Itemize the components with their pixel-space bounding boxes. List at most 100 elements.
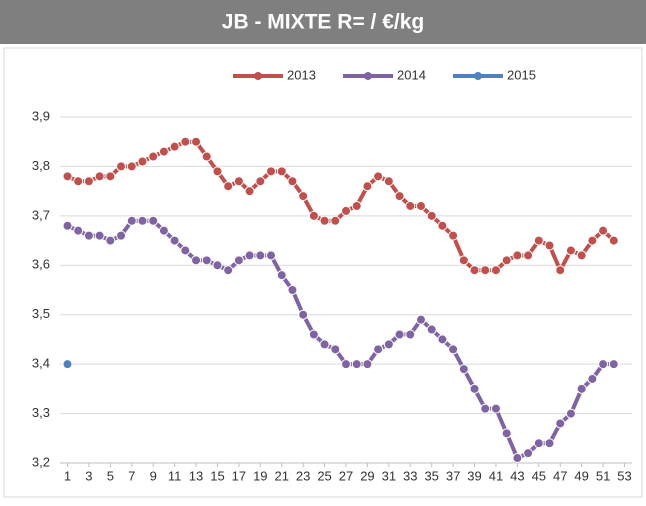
legend-label: 2015 [507,67,536,82]
data-point [405,329,416,340]
data-point [383,339,394,350]
data-point [191,136,202,147]
x-tick-label: 23 [296,468,310,483]
data-point [501,428,512,439]
data-point [62,220,73,231]
data-point [341,359,351,370]
data-point [523,448,534,459]
data-point [244,250,255,261]
x-tick-label: 29 [360,468,374,483]
data-point [501,255,512,266]
data-point [137,156,148,167]
data-point [148,151,159,162]
data-point [351,200,362,211]
data-point [191,255,202,266]
data-point [62,359,73,370]
data-point [298,191,309,202]
data-point [437,334,448,345]
data-point [223,265,234,276]
data-point [83,230,94,241]
data-point [308,210,319,221]
data-point [608,359,619,370]
data-point [137,215,148,226]
data-point [73,176,84,187]
data-point [544,240,555,251]
data-point [512,453,523,464]
y-tick-label: 3,5 [32,306,50,321]
y-tick-label: 3,4 [32,356,50,371]
data-point [608,235,619,246]
data-point [116,161,127,172]
data-point [266,250,277,261]
data-point [544,438,555,449]
data-point [426,210,437,221]
data-point [330,215,341,226]
data-point [426,324,437,335]
data-point [490,403,501,414]
data-point [533,235,544,246]
legend-marker [474,72,482,80]
plot-frame [3,47,643,498]
data-point [308,329,319,340]
data-point [490,265,501,276]
data-point [223,181,234,192]
data-point [62,171,73,182]
data-point [255,176,266,187]
data-point [233,255,244,266]
data-point [201,151,212,162]
data-point [126,215,137,226]
data-point [565,245,576,256]
x-tick-label: 41 [489,468,503,483]
data-point [598,225,609,236]
x-tick-label: 43 [510,468,524,483]
data-point [587,373,598,384]
data-point [394,329,405,340]
data-point [480,403,491,414]
data-point [180,245,191,256]
series-line [66,139,616,275]
x-tick-label: 15 [210,468,224,483]
x-tick-label: 3 [85,468,92,483]
legend-label: 2014 [397,67,426,82]
data-point [330,344,341,355]
x-tick-label: 47 [553,468,567,483]
chart-title: JB - MIXTE R= / €/kg [222,11,424,34]
title-banner [0,0,646,44]
data-point [201,255,212,266]
data-point [212,166,223,177]
data-point [126,161,137,172]
data-point [383,176,394,187]
data-point [212,260,223,271]
data-point [148,215,159,226]
data-point [415,314,426,325]
data-point [319,215,330,226]
data-point [469,265,480,276]
data-point [469,383,480,394]
data-point [266,166,277,177]
data-point [405,200,416,211]
x-tick-label: 21 [274,468,288,483]
x-tick-label: 7 [128,468,135,483]
x-tick-label: 37 [446,468,460,483]
x-tick-label: 35 [424,468,438,483]
data-point [319,339,330,350]
data-point [458,364,469,375]
legend-label: 2013 [287,67,316,82]
data-point [180,136,191,147]
data-point [255,250,266,261]
data-point [555,265,566,276]
x-tick-label: 31 [382,468,396,483]
data-point [448,344,459,355]
data-point [587,235,598,246]
data-point [158,225,169,236]
x-tick-label: 11 [168,468,182,483]
data-point [373,171,384,182]
data-point [287,176,298,187]
x-tick-label: 45 [532,468,546,483]
data-point [362,359,373,370]
data-point [94,171,105,182]
x-tick-label: 53 [617,468,631,483]
data-point [83,176,94,187]
data-point [341,205,351,216]
